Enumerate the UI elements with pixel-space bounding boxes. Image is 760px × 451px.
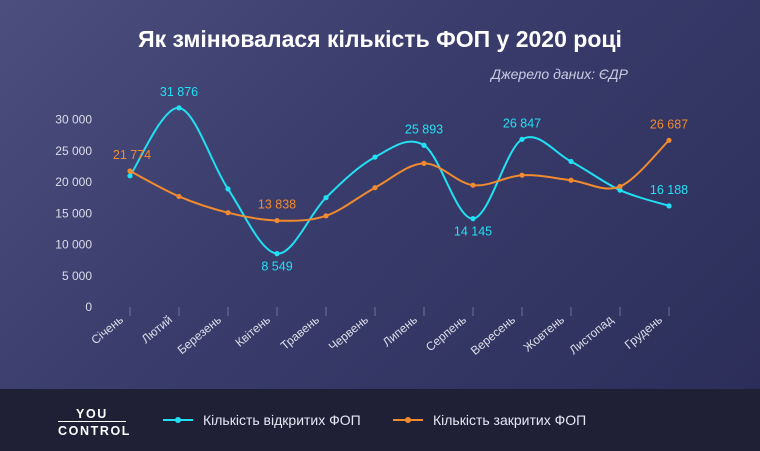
x-tick-label: Лютий <box>139 313 175 347</box>
x-tick-label: Січень <box>88 313 125 348</box>
data-point-opened <box>225 186 231 192</box>
x-axis-labels: Січень Лютий Березень Квітень Травень Червень… <box>88 313 664 358</box>
data-point-closed <box>666 137 672 143</box>
data-label-opened: 16 188 <box>650 183 688 197</box>
footer-bar: YOU CONTROL Кількість відкритих ФОП Кіль… <box>0 389 760 451</box>
y-tick-label: 5 000 <box>62 269 92 283</box>
x-tick-label: Липень <box>380 313 420 350</box>
legend-item-closed: Кількість закритих ФОП <box>393 412 586 428</box>
data-label-opened: 14 145 <box>454 225 492 239</box>
y-tick-label: 15 000 <box>55 206 92 220</box>
x-tick-marks <box>129 307 670 316</box>
series-line-opened <box>129 106 670 255</box>
brand-line2: CONTROL <box>58 421 129 438</box>
x-tick-label: Грудень <box>622 313 665 352</box>
legend-label-opened: Кількість відкритих ФОП <box>203 412 361 428</box>
data-point-closed <box>617 183 623 190</box>
x-tick-label: Листопад <box>566 313 615 358</box>
data-point-opened <box>617 187 623 193</box>
x-tick-label: Серпень <box>423 313 469 355</box>
chart-source: Джерело даних: ЄДР <box>491 66 628 82</box>
data-point-opened <box>274 251 280 257</box>
data-label-closed: 13 838 <box>258 198 296 212</box>
data-point-opened <box>421 142 427 148</box>
legend-item-opened: Кількість відкритих ФОП <box>163 412 361 428</box>
data-point-opened <box>568 158 574 165</box>
series-line-closed <box>129 139 670 222</box>
data-label-closed: 21 774 <box>113 148 151 162</box>
x-tick-label: Вересень <box>468 313 518 358</box>
brand-logo: YOU CONTROL <box>58 407 129 438</box>
data-point-closed <box>519 172 525 178</box>
data-point-closed <box>568 177 574 183</box>
data-point-closed <box>470 182 476 188</box>
data-point-opened <box>176 105 182 111</box>
y-axis-ticks: 0 5 000 10 000 15 000 20 000 25 000 30 000 <box>55 113 92 314</box>
y-tick-label: 20 000 <box>55 175 92 189</box>
y-tick-label: 30 000 <box>55 113 92 127</box>
data-label-opened: 31 876 <box>160 85 198 99</box>
data-label-opened: 26 847 <box>503 116 541 130</box>
x-tick-label: Квітень <box>233 313 273 350</box>
x-tick-label: Травень <box>278 313 322 353</box>
data-point-closed <box>421 160 427 166</box>
data-label-opened: 8 549 <box>261 260 292 274</box>
x-tick-label: Червень <box>326 313 371 354</box>
data-point-closed <box>274 217 280 224</box>
legend-label-closed: Кількість закритих ФОП <box>433 412 587 428</box>
data-point-opened <box>127 173 133 179</box>
data-point-closed <box>323 213 329 219</box>
data-point-closed <box>127 168 133 174</box>
data-label-closed: 26 687 <box>650 117 688 131</box>
data-point-opened <box>519 136 525 142</box>
brand-line1: YOU <box>76 407 108 421</box>
y-tick-label: 25 000 <box>55 144 92 158</box>
data-point-opened <box>372 154 378 160</box>
series-lines <box>129 106 670 255</box>
data-point-closed <box>225 210 231 216</box>
series-points <box>127 105 672 257</box>
data-point-opened <box>323 195 329 201</box>
x-tick-label: Березень <box>175 313 224 358</box>
chart-title: Як змінювалася кількість ФОП у 2020 році <box>138 26 622 52</box>
data-point-opened <box>666 203 672 209</box>
y-tick-label: 0 <box>85 300 92 314</box>
data-point-opened <box>470 216 476 222</box>
data-labels: 31 876 8 549 25 893 14 145 26 847 16 188 21 77… <box>113 85 688 274</box>
legend-swatch-opened <box>163 417 193 423</box>
line-chart: 0 5 000 10 000 15 000 20 000 25 000 30 000 Січ… <box>55 85 688 358</box>
data-point-closed <box>372 185 378 191</box>
y-tick-label: 10 000 <box>55 238 92 252</box>
legend-swatch-closed <box>393 417 423 423</box>
data-point-closed <box>176 193 182 200</box>
data-label-opened: 25 893 <box>405 122 443 136</box>
x-tick-label: Жовтень <box>521 313 567 355</box>
